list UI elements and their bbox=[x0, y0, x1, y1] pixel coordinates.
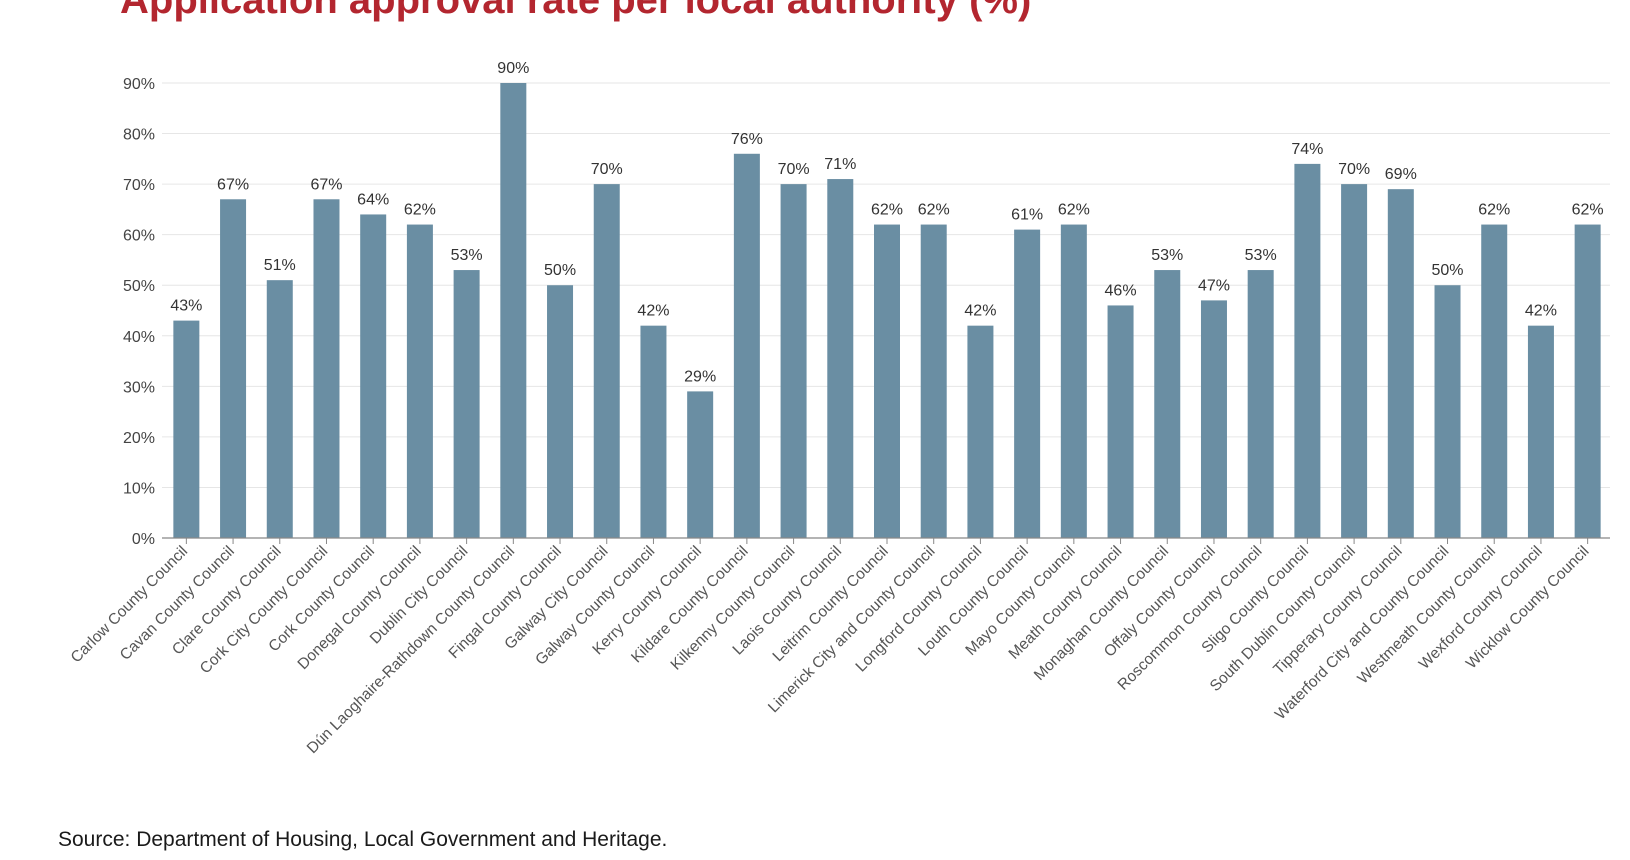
data-label: 53% bbox=[1151, 247, 1183, 264]
data-label: 53% bbox=[1245, 247, 1277, 264]
bar bbox=[266, 280, 293, 538]
bar bbox=[453, 270, 480, 538]
data-label: 70% bbox=[1338, 161, 1370, 178]
data-label: 90% bbox=[497, 60, 529, 77]
data-label: 50% bbox=[1432, 262, 1464, 279]
data-label: 69% bbox=[1385, 166, 1417, 183]
y-tick-label: 80% bbox=[123, 127, 155, 144]
bar bbox=[1247, 270, 1274, 538]
data-label: 43% bbox=[170, 298, 202, 315]
bar bbox=[1200, 300, 1227, 538]
bar bbox=[1341, 184, 1368, 538]
bar bbox=[1014, 229, 1041, 538]
bar bbox=[920, 224, 947, 539]
data-label: 51% bbox=[264, 257, 296, 274]
bar bbox=[173, 320, 200, 538]
bar bbox=[593, 184, 620, 538]
bar bbox=[827, 179, 854, 539]
data-labels: 43% 67% 51% 67% 64% 62% 53% 90% 50% 70% 42% 29% 76% 7… bbox=[170, 60, 1603, 385]
data-label: 62% bbox=[1058, 202, 1090, 219]
y-tick-label: 50% bbox=[123, 278, 155, 295]
data-label: 47% bbox=[1198, 277, 1230, 294]
y-tick-label: 30% bbox=[123, 379, 155, 396]
data-label: 61% bbox=[1011, 207, 1043, 224]
data-label: 76% bbox=[731, 131, 763, 148]
bar bbox=[500, 83, 527, 538]
bar bbox=[1434, 285, 1461, 538]
bar bbox=[1574, 224, 1601, 539]
y-tick-label: 10% bbox=[123, 480, 155, 497]
data-label: 62% bbox=[918, 202, 950, 219]
bar bbox=[967, 325, 994, 538]
bar bbox=[640, 325, 667, 538]
chart-title: Application approval rate per local auth… bbox=[120, 0, 1032, 22]
data-label: 67% bbox=[310, 176, 342, 193]
bar bbox=[1527, 325, 1554, 538]
bar bbox=[1294, 163, 1321, 538]
x-tick-label: Waterford City and County Council bbox=[1272, 543, 1452, 723]
bar bbox=[1387, 189, 1414, 538]
data-label: 62% bbox=[404, 202, 436, 219]
data-label: 74% bbox=[1291, 141, 1323, 158]
data-label: 42% bbox=[1525, 303, 1557, 320]
data-label: 70% bbox=[591, 161, 623, 178]
data-label: 42% bbox=[964, 303, 996, 320]
data-label: 62% bbox=[1572, 202, 1604, 219]
source-note: Source: Department of Housing, Local Gov… bbox=[58, 828, 668, 851]
bar bbox=[1154, 270, 1181, 538]
bar bbox=[547, 285, 574, 538]
y-tick-label: 0% bbox=[132, 531, 155, 548]
data-label: 67% bbox=[217, 176, 249, 193]
data-label: 53% bbox=[451, 247, 483, 264]
data-label: 46% bbox=[1105, 282, 1137, 299]
bar bbox=[360, 214, 387, 538]
bar bbox=[780, 184, 807, 538]
data-label: 70% bbox=[778, 161, 810, 178]
data-label: 62% bbox=[1478, 202, 1510, 219]
bar bbox=[1481, 224, 1508, 539]
data-label: 71% bbox=[824, 156, 856, 173]
data-label: 50% bbox=[544, 262, 576, 279]
data-label: 29% bbox=[684, 368, 716, 385]
y-axis: 0% 10% 20% 30% 40% 50% 60% 70% 80% 90% bbox=[123, 76, 155, 548]
bar bbox=[220, 199, 247, 538]
y-tick-label: 40% bbox=[123, 329, 155, 346]
x-tick-label: Limerick City and County Council bbox=[765, 543, 938, 716]
y-tick-label: 70% bbox=[123, 177, 155, 194]
y-tick-label: 90% bbox=[123, 76, 155, 93]
data-label: 62% bbox=[871, 202, 903, 219]
bar bbox=[406, 224, 433, 539]
bar bbox=[687, 391, 714, 538]
bar bbox=[313, 199, 340, 538]
data-label: 42% bbox=[637, 303, 669, 320]
data-label: 64% bbox=[357, 191, 389, 208]
bar bbox=[1107, 305, 1134, 538]
bar bbox=[874, 224, 900, 539]
bar bbox=[733, 153, 760, 538]
bar bbox=[1060, 224, 1087, 539]
bars bbox=[173, 83, 1601, 539]
y-tick-label: 60% bbox=[123, 228, 155, 245]
y-tick-label: 20% bbox=[123, 430, 155, 447]
